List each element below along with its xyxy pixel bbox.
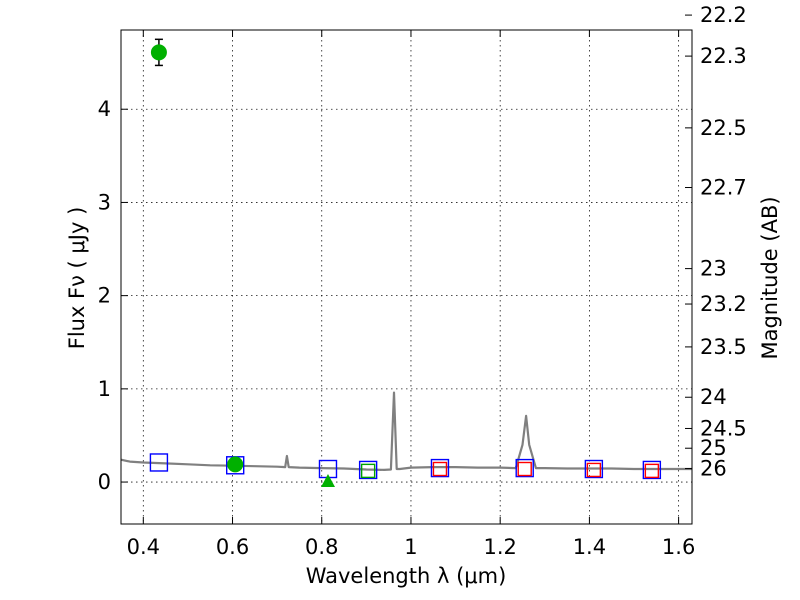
spectrum-line xyxy=(120,391,692,471)
right-axis-label: Magnitude (AB) xyxy=(758,196,782,359)
magnitude-tick-label: 22.3 xyxy=(700,44,747,68)
model-square-point xyxy=(642,460,662,480)
magnitude-tick-label: 24 xyxy=(700,385,727,409)
model-square-point xyxy=(149,453,169,472)
upper-limit-point xyxy=(320,474,335,488)
x-tick-label: 1.6 xyxy=(662,535,695,559)
x-tick-label: 1.4 xyxy=(573,535,606,559)
model-square-point xyxy=(358,460,378,480)
green-square-point xyxy=(360,463,376,479)
red-square-point xyxy=(586,462,602,478)
grid-layer xyxy=(121,30,692,524)
label-layer: 0.4 0.6 0.8 1 1.2 1.4 1.60123422.222.322.522.7… xyxy=(98,3,747,559)
x-tick-label: 1.2 xyxy=(483,535,516,559)
magnitude-tick-label: 23.2 xyxy=(700,292,747,316)
magnitude-tick-label: 26 xyxy=(700,457,727,481)
magnitude-tick-label: 22.2 xyxy=(700,3,747,27)
y-tick-label: 0 xyxy=(98,470,111,494)
y-tick-label: 4 xyxy=(98,97,111,121)
magnitude-tick-label: 24.5 xyxy=(700,416,747,440)
model-square-point xyxy=(430,458,450,478)
x-tick-label: 0.4 xyxy=(127,535,160,559)
tick-layer xyxy=(121,14,692,524)
y-tick-label: 1 xyxy=(98,377,111,401)
observed-point xyxy=(227,456,244,473)
red-square-point xyxy=(517,461,532,477)
y-axis-label: Flux Fν ( μJy ) xyxy=(65,207,89,350)
x-tick-label: 0.6 xyxy=(216,535,249,559)
y-tick-label: 2 xyxy=(98,284,111,308)
magnitude-tick-label: 22.5 xyxy=(700,116,747,140)
red-square-point xyxy=(644,463,660,479)
magnitude-tick-label: 23.5 xyxy=(700,335,747,359)
observed-point xyxy=(150,44,167,61)
x-tick-label: 1 xyxy=(404,535,417,559)
model-square-point xyxy=(515,458,534,478)
plot-frame xyxy=(120,29,693,525)
magnitude-tick-label: 23 xyxy=(700,257,727,281)
x-axis-label: Wavelength λ (μm) xyxy=(306,564,507,588)
model-square-point xyxy=(584,459,604,479)
marker-layer xyxy=(149,38,662,488)
spectrum-layer xyxy=(120,391,692,471)
magnitude-tick-label: 25 xyxy=(700,436,727,460)
x-tick-label: 0.8 xyxy=(305,535,338,559)
magnitude-tick-label: 22.7 xyxy=(700,176,747,200)
y-tick-label: 3 xyxy=(98,190,111,214)
red-square-point xyxy=(432,461,448,477)
